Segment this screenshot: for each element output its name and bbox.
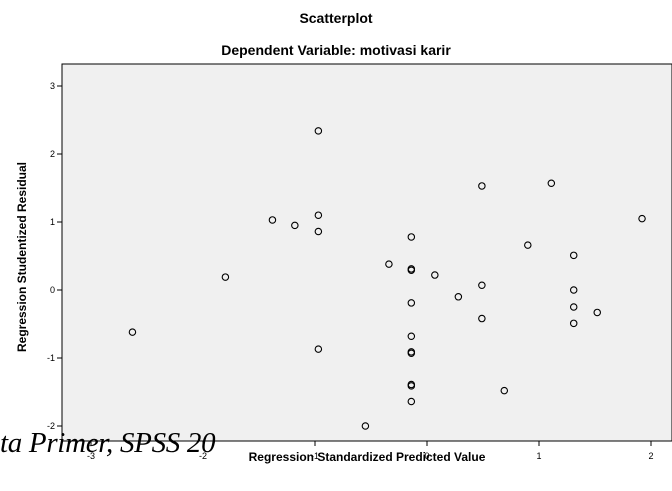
scatter-point bbox=[221, 273, 230, 281]
scatter-point bbox=[314, 345, 323, 353]
scatter-point bbox=[314, 211, 323, 219]
y-axis-label: Regression Studentized Residual bbox=[15, 162, 29, 352]
x-axis: -3 -2 -1 0 1 2 bbox=[87, 441, 654, 461]
plot-area bbox=[61, 63, 672, 442]
y-tick-label: 1 bbox=[50, 217, 55, 227]
scatter-point bbox=[569, 303, 578, 311]
scatter-point bbox=[407, 349, 416, 357]
x-tick-label: -1 bbox=[311, 451, 319, 461]
x-axis-label: Regression Standardized Predicted Value bbox=[249, 450, 486, 464]
scatter-point bbox=[500, 386, 509, 395]
scatter-point bbox=[454, 293, 463, 301]
scatter-point bbox=[407, 299, 416, 307]
y-tick-label: -1 bbox=[47, 353, 55, 363]
scatter-point bbox=[593, 308, 601, 317]
scatter-point bbox=[569, 319, 578, 328]
data-points bbox=[128, 127, 646, 430]
scatter-point bbox=[407, 382, 416, 390]
y-tick-label: 3 bbox=[50, 81, 55, 91]
x-tick-label: -3 bbox=[87, 451, 95, 461]
scatter-point bbox=[478, 314, 486, 323]
scatter-point bbox=[547, 179, 556, 187]
scatter-point bbox=[478, 182, 486, 190]
source-caption: ta Primer, SPSS 20 bbox=[0, 427, 216, 459]
y-tick-label: 2 bbox=[50, 149, 55, 159]
scatter-point bbox=[478, 281, 486, 289]
scatter-point bbox=[524, 241, 532, 249]
scatter-point bbox=[385, 260, 393, 268]
scatter-point bbox=[407, 332, 416, 340]
scatter-point bbox=[361, 422, 370, 430]
scatter-point bbox=[268, 216, 277, 224]
scatter-point bbox=[407, 233, 416, 241]
chart-title: Scatterplot bbox=[299, 10, 373, 26]
chart-subtitle: Dependent Variable: motivasi karir bbox=[221, 42, 451, 58]
y-axis: 3 2 1 0 -1 -2 bbox=[47, 81, 62, 431]
x-tick-label: 1 bbox=[536, 451, 541, 461]
x-tick-label: -2 bbox=[199, 451, 207, 461]
scatter-point bbox=[128, 328, 137, 336]
scatter-point bbox=[569, 286, 578, 294]
scatter-point bbox=[407, 397, 416, 406]
scatter-point bbox=[314, 227, 323, 236]
scatter-point bbox=[431, 271, 439, 279]
x-tick-label: 2 bbox=[648, 451, 653, 461]
scatter-point bbox=[638, 214, 646, 223]
scatter-point bbox=[314, 127, 323, 135]
scatter-point bbox=[407, 266, 416, 275]
y-tick-label: 0 bbox=[50, 285, 55, 295]
scatter-point bbox=[569, 251, 578, 260]
x-tick-label: 0 bbox=[424, 451, 429, 461]
y-tick-label: -2 bbox=[47, 421, 55, 431]
scatter-point bbox=[291, 221, 299, 230]
